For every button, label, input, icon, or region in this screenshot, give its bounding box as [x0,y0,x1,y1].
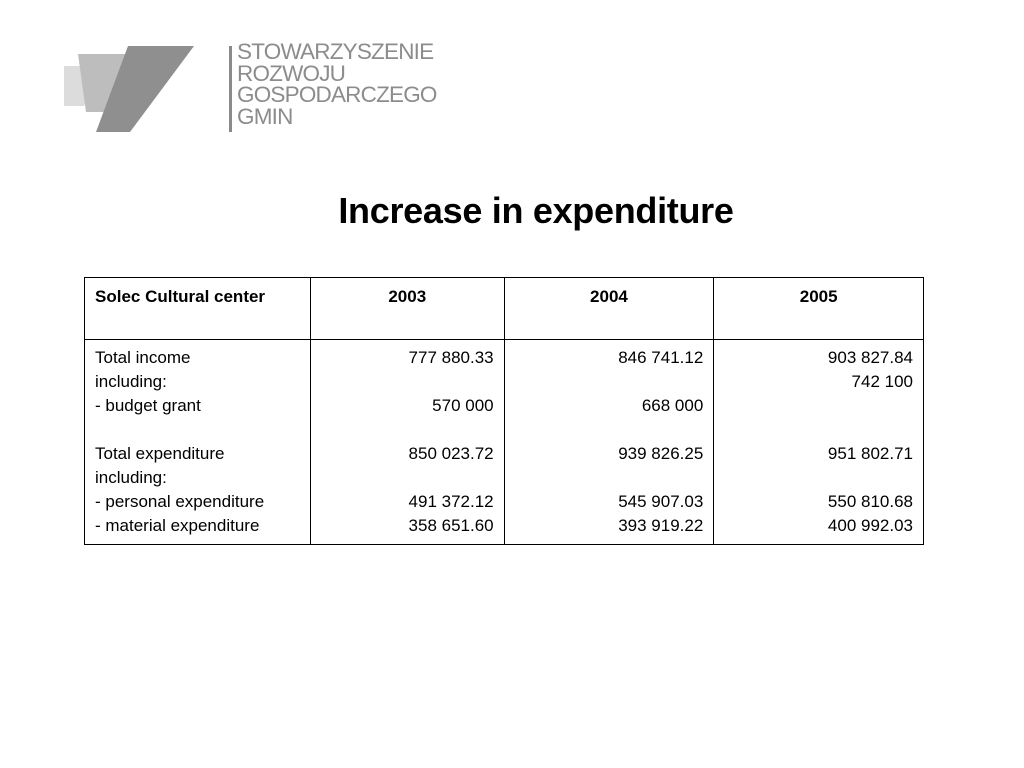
value-2005: 903 827.84 [827,348,913,367]
row-label: - personal expenditure [95,492,265,511]
value-2005: 742 100 [851,372,913,391]
value-2003: 570 000 [432,396,494,415]
row-label: Total income [95,348,191,367]
row-label: Total expenditure [95,444,225,463]
table-header-row: Solec Cultural center 2003 2004 2005 [84,277,924,340]
header-entity: Solec Cultural center [84,277,311,340]
expenditure-table: Solec Cultural center 2003 2004 2005 Tot… [84,277,924,545]
value-2005: 550 810.68 [827,492,913,511]
value-2004: 668 000 [641,396,704,415]
row-label: - budget grant [95,396,201,415]
value-2003 [321,370,494,394]
slide-title: Increase in expenditure [338,190,734,231]
logo-divider [229,46,232,132]
logo-line: ROZWOJU [237,60,346,86]
organization-logo: STOWARZYSZENIE ROZWOJU GOSPODARCZEGO GMI… [64,41,437,136]
value-2003 [321,418,494,442]
value-2004: 939 826.25 [618,444,704,463]
value-2004: 393 919.22 [618,516,704,535]
logo-line: STOWARZYSZENIE [237,39,434,64]
value-2004 [515,466,704,490]
value-2003: 777 880.33 [408,348,494,367]
value-2004: 545 907.03 [618,492,704,511]
logo-line: GOSPODARCZEGO [237,82,437,107]
value-2004 [515,370,704,394]
value-2004 [515,418,704,442]
values-2005-cell: 903 827.84 742 100 951 802.71 550 810.68… [713,339,924,545]
row-label: including: [95,468,167,487]
values-2004-cell: 846 741.12 668 000 939 826.25 545 907.03… [503,339,715,545]
row-label [95,418,300,442]
row-label: - material expenditure [95,516,260,535]
value-2003: 850 023.72 [408,444,494,463]
value-2005 [724,394,913,418]
values-2003-cell: 777 880.33 570 000 850 023.72 491 372.12… [309,339,505,545]
value-2003: 358 651.60 [408,516,494,535]
value-2005 [724,418,913,442]
logo-mark-icon [64,46,194,132]
table-body-row: Total income including: - budget grant T… [84,339,924,545]
value-2004: 846 741.12 [618,348,704,367]
header-2003: 2003 [309,277,505,340]
value-2003: 491 372.12 [408,492,494,511]
logo-wordmark: STOWARZYSZENIE ROZWOJU GOSPODARCZEGO GMI… [237,41,437,127]
header-2005: 2005 [713,277,924,340]
logo-line: GMIN [237,103,293,129]
value-2005: 951 802.71 [827,444,913,463]
row-labels-cell: Total income including: - budget grant T… [84,339,311,545]
value-2005 [724,466,913,490]
header-2004: 2004 [503,277,715,340]
value-2003 [321,466,494,490]
row-label: including: [95,372,167,391]
value-2005: 400 992.03 [827,516,913,535]
